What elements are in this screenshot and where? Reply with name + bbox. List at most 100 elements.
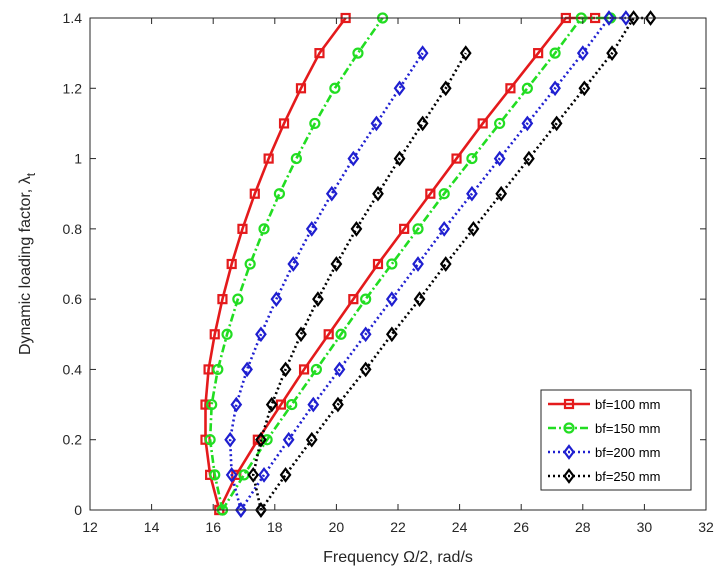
data-point-1-1-5 [335, 328, 347, 340]
data-point-1-0-5 [221, 328, 233, 340]
data-point-1-1-4 [310, 363, 322, 376]
legend-marker-1 [563, 422, 575, 434]
data-point-3-1-8 [467, 221, 480, 237]
data-point-0-0-11 [278, 118, 290, 129]
x-tick-label: 26 [513, 519, 529, 535]
data-point-0-1-10 [451, 153, 462, 164]
data-point-2-1-0 [235, 502, 247, 518]
legend-label: bf=250 mm [595, 469, 660, 484]
data-point-2-1-13 [576, 45, 589, 61]
data-point-3-1-0 [255, 502, 267, 518]
data-point-0-1-9 [425, 188, 436, 199]
data-point-2-0-9 [325, 185, 338, 202]
data-point-0-0-13 [314, 48, 325, 59]
x-tick-label: 30 [637, 519, 653, 535]
y-tick-label: 0.6 [63, 291, 83, 307]
data-point-3-0-13 [459, 45, 472, 61]
x-tick-label: 28 [575, 519, 591, 535]
data-point-3-1-12 [578, 80, 591, 97]
data-point-3-1-14 [627, 10, 640, 26]
data-point-2-1-1 [258, 467, 270, 483]
data-point-3-0-7 [330, 256, 343, 272]
legend-marker-2 [563, 444, 575, 460]
legend-label: bf=200 mm [595, 445, 660, 460]
data-point-1-0-11 [309, 117, 321, 130]
data-point-0-1-5 [323, 329, 334, 340]
data-point-2-1-15 [620, 10, 632, 26]
data-point-2-0-4 [241, 361, 253, 378]
data-point-2-1-9 [466, 185, 478, 202]
x-tick-label: 32 [698, 519, 714, 535]
series-line-3-0 [251, 52, 467, 511]
data-point-2-0-1 [225, 467, 238, 483]
data-point-2-1-11 [521, 115, 534, 132]
ticks-layer: 12 14 16 18 20 22 24 26 28 30 32 0 0.2 0.4 0.6 0.8 1 1.2 1… [63, 10, 714, 535]
data-point-2-0-2 [224, 431, 237, 448]
data-point-1-0-6 [232, 293, 244, 305]
data-point-3-0-11 [416, 115, 429, 132]
data-point-3-0-2 [255, 431, 267, 448]
data-point-3-0-1 [247, 467, 260, 483]
data-point-1-0-13 [352, 47, 364, 59]
data-point-3-0-4 [279, 361, 292, 378]
data-point-0-1-12 [505, 83, 516, 94]
x-axis-label: Frequency Ω/2, rad/s [323, 549, 473, 566]
data-point-1-0-8 [258, 223, 270, 235]
data-point-1-1-6 [360, 293, 372, 305]
data-point-1-0-12 [329, 82, 341, 94]
series-2 [224, 10, 632, 518]
data-point-1-1-2 [261, 434, 273, 446]
data-point-0-1-11 [477, 118, 488, 129]
data-point-0-0-9 [249, 188, 260, 199]
data-point-2-0-12 [393, 80, 406, 97]
series-line-1-1 [221, 16, 611, 511]
series-line-2-0 [228, 52, 424, 511]
legend-label: bf=100 mm [595, 397, 660, 412]
x-tick-label: 20 [329, 519, 345, 535]
y-axis-label-subscript: t [24, 172, 38, 176]
data-point-3-0-6 [312, 291, 324, 307]
data-point-0-1-4 [298, 364, 310, 375]
data-point-1-1-11 [494, 117, 506, 130]
data-point-1-0-4 [212, 363, 224, 376]
data-point-1-0-2 [204, 434, 216, 446]
data-point-1-0-9 [273, 188, 286, 200]
x-tick-label: 24 [452, 519, 468, 535]
series-1 [204, 12, 617, 516]
data-point-0-0-3 [200, 399, 211, 410]
data-point-3-1-7 [439, 256, 452, 272]
data-point-2-0-13 [416, 45, 429, 61]
x-tick-label: 22 [390, 519, 406, 535]
y-tick-label: 1.2 [63, 80, 83, 96]
data-point-2-1-6 [385, 291, 398, 307]
data-point-0-1-6 [348, 294, 359, 305]
data-point-0-0-8 [237, 223, 248, 234]
series-3 [247, 10, 657, 518]
x-tick-label: 18 [267, 519, 283, 535]
data-point-0-1-13 [533, 48, 544, 59]
data-point-3-0-10 [393, 150, 406, 167]
data-point-3-0-9 [372, 185, 384, 202]
data-point-1-1-13 [549, 47, 561, 59]
data-point-3-1-10 [523, 150, 535, 167]
data-point-2-1-5 [359, 326, 372, 343]
data-point-3-1-3 [332, 396, 344, 413]
y-tick-label: 0.4 [63, 361, 83, 377]
data-point-2-0-3 [230, 396, 243, 413]
x-tick-label: 14 [144, 519, 160, 535]
data-point-1-1-7 [386, 258, 398, 270]
data-point-0-1-7 [372, 258, 384, 270]
data-point-2-0-8 [305, 221, 318, 237]
data-point-2-1-8 [438, 221, 451, 237]
y-tick-label: 0.2 [63, 432, 83, 448]
data-point-2-1-10 [493, 150, 506, 167]
data-point-1-1-8 [412, 223, 424, 235]
data-point-1-0-7 [244, 258, 256, 270]
data-point-1-1-10 [466, 152, 478, 165]
data-point-3-1-4 [359, 361, 372, 378]
legend-marker-3 [563, 468, 575, 484]
data-point-3-1-6 [413, 291, 426, 307]
data-point-3-0-3 [265, 396, 278, 413]
data-point-3-1-13 [606, 45, 618, 61]
